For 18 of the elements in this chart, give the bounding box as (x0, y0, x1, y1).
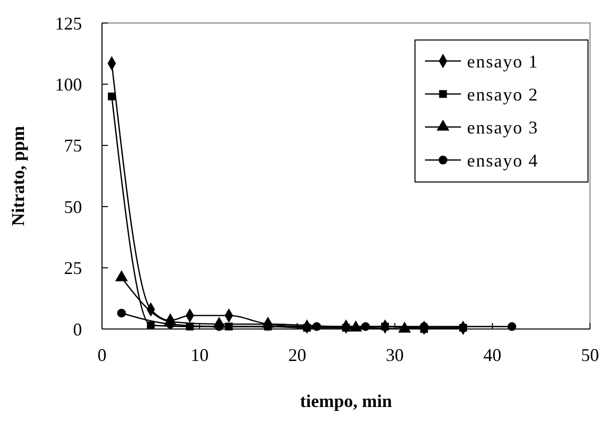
legend-label: ensayo 4 (467, 150, 538, 170)
x-tick-label: 30 (386, 345, 404, 365)
y-tick-label: 50 (64, 196, 82, 217)
legend-label: ensayo 1 (467, 51, 538, 72)
x-tick-label: 40 (483, 345, 502, 365)
x-axis-title: tiempo, min (300, 391, 392, 411)
y-tick-label: 75 (64, 136, 82, 156)
x-tick-label: 10 (190, 345, 209, 365)
y-tick-label: 125 (55, 13, 82, 34)
y-tick-label: 25 (64, 258, 82, 278)
y-tick-label: 0 (73, 319, 82, 340)
legend-label: ensayo 2 (467, 84, 538, 104)
x-tick-label: 0 (98, 345, 106, 365)
y-tick-label: 100 (55, 74, 82, 94)
y-axis-title: Nitrato, ppm (8, 126, 28, 226)
legend-label: ensayo 3 (467, 117, 538, 138)
x-tick-label: 50 (581, 345, 599, 365)
x-tick-label: 20 (288, 345, 306, 365)
